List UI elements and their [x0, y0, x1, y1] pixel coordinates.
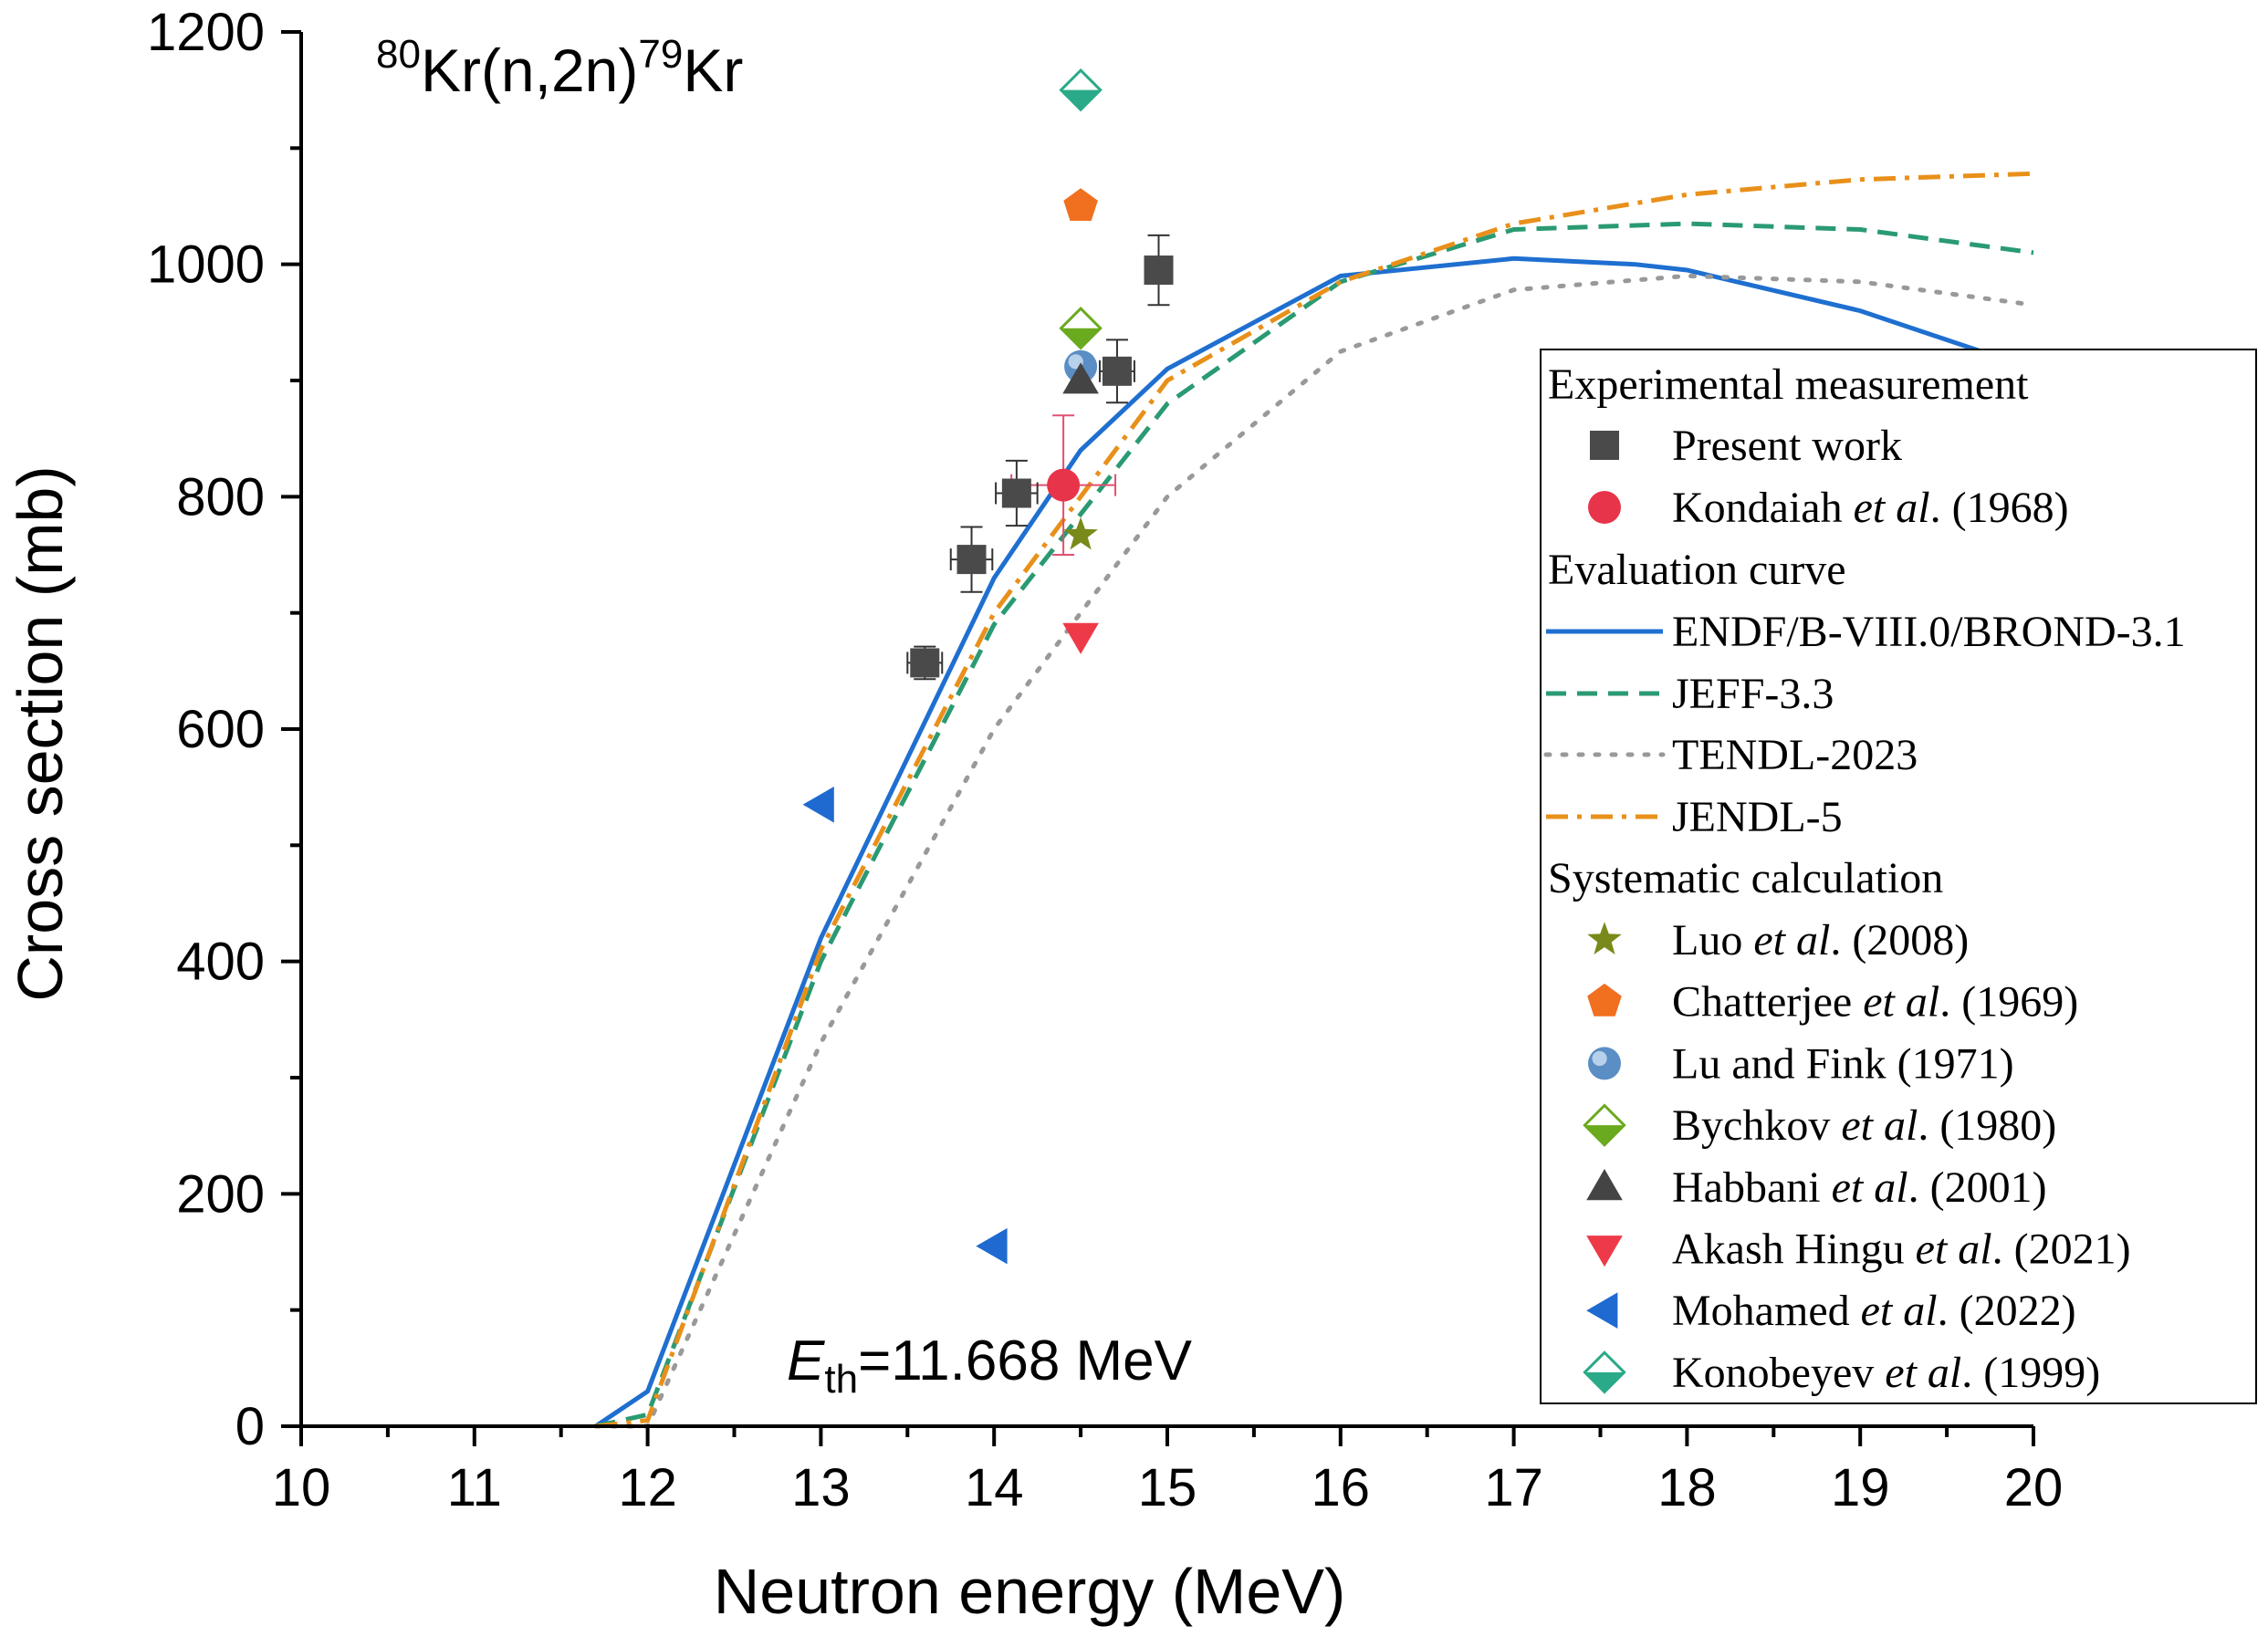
legend-systematics: Luo et al. (2008) Chatterjee et al. (1969… [1672, 916, 2131, 1397]
legend-item-present-work: Present work [1672, 422, 1902, 470]
threshold-label: Eth=11.668 MeV [787, 1329, 1193, 1402]
threshold-value: =11.668 MeV [858, 1329, 1193, 1392]
reaction-mass-c: 79 [638, 32, 683, 77]
legend-label-systematic: Luo et al. (2008) [1672, 916, 1969, 964]
point-akash-hingu [1062, 622, 1099, 654]
y-axis-title: Cross section (mb) [5, 465, 76, 1001]
reaction-label: 80Kr(n,2n)79Kr [376, 32, 743, 104]
curve-tendl-2023 [593, 273, 2036, 1429]
legend-swatch-systematic-fill [1584, 1125, 1625, 1145]
curve-jendl-5 [595, 171, 2034, 1429]
point-luo [1063, 516, 1098, 550]
x-tick-label: 13 [791, 1458, 851, 1517]
legend-swatch-systematic [1586, 1292, 1618, 1329]
point-kondaiah [1047, 468, 1081, 502]
point-konobeyev-fill [1061, 89, 1101, 110]
x-tick-label: 18 [1657, 1458, 1717, 1517]
x-axis-title: Neutron energy (MeV) [714, 1556, 1346, 1627]
y-tick-label: 1000 [147, 235, 265, 295]
curves-layer [593, 171, 2036, 1429]
reaction-mass-a: 80 [376, 32, 421, 77]
legend-swatch-systematic [1587, 983, 1622, 1017]
y-tick-label: 800 [176, 467, 265, 527]
x-tick-label: 20 [2004, 1458, 2064, 1517]
legend: Experimental measurement Present work Ko… [1540, 349, 2257, 1404]
legend-label-systematic: Mohamed et al. (2022) [1672, 1287, 2076, 1335]
legend-label-systematic: Akash Hingu et al. (2021) [1672, 1225, 2131, 1274]
legend-swatch-systematic [1587, 922, 1622, 954]
axes: 10 11 12 13 14 15 16 17 18 19 20020040060080010001… [147, 3, 2063, 1517]
legend-swatch-kondaiah [1588, 491, 1621, 524]
y-tick-label: 600 [176, 700, 265, 759]
x-tick-label: 12 [618, 1458, 677, 1517]
point-mohamed [802, 786, 834, 823]
point-present-work [1001, 478, 1031, 508]
legend-label-endf: ENDF/B-VIII.0/BROND-3.1 [1672, 608, 2186, 656]
legend-label-systematic: Konobeyev et al. (1999) [1672, 1349, 2100, 1397]
threshold-sub: th [824, 1357, 858, 1402]
y-tick-label: 1200 [147, 3, 265, 62]
threshold-e: E [787, 1329, 825, 1392]
legend-swatches [1543, 431, 1666, 1394]
point-present-work [1102, 356, 1132, 386]
x-tick-label: 10 [272, 1458, 331, 1517]
legend-item-kondaiah: Kondaiah et al. (1968) [1672, 484, 2069, 532]
point-present-work [910, 648, 940, 678]
x-tick-label: 17 [1484, 1458, 1543, 1517]
point-bychkov-fill [1061, 328, 1101, 349]
point-chatterjee [1063, 188, 1098, 221]
y-tick-label: 200 [176, 1164, 265, 1224]
legend-swatch-systematic-highlight [1592, 1050, 1607, 1067]
legend-label-jeff: JEFF-3.3 [1672, 670, 1834, 718]
legend-swatch-systematic [1586, 1236, 1623, 1267]
legend-label-jendl: JENDL-5 [1672, 793, 1843, 841]
reaction-main: Kr(n,2n) [421, 36, 638, 104]
point-mohamed [976, 1227, 1008, 1265]
curve-endf-b-viii-0-brond-3-1 [594, 255, 1982, 1429]
x-tick-label: 19 [1831, 1458, 1890, 1517]
legend-label-kondaiah: Kondaiah et al. (1968) [1672, 484, 2069, 532]
x-tick-label: 16 [1312, 1458, 1371, 1517]
legend-header-systematic: Systematic calculation [1548, 854, 1943, 902]
legend-swatch-systematic-fill [1584, 1371, 1625, 1392]
x-tick-label: 14 [965, 1458, 1024, 1517]
point-present-work [1144, 255, 1174, 286]
legend-swatch-present-work [1590, 431, 1619, 460]
points-layer [802, 68, 1174, 1265]
legend-label-systematic: Lu and Fink (1971) [1672, 1039, 2014, 1088]
reaction-product: Kr [683, 36, 743, 104]
point-habbani [1062, 362, 1099, 394]
x-tick-label: 11 [447, 1458, 502, 1517]
x-tick-label: 15 [1138, 1458, 1197, 1517]
legend-label-systematic: Chatterjee et al. (1969) [1672, 978, 2078, 1027]
legend-header-experimental: Experimental measurement [1548, 360, 2029, 409]
y-tick-label: 0 [235, 1397, 265, 1456]
legend-label-tendl: TENDL-2023 [1672, 731, 1918, 779]
point-present-work [956, 545, 987, 575]
legend-label-systematic: Habbani et al. (2001) [1672, 1163, 2047, 1212]
legend-header-evaluation: Evaluation curve [1548, 546, 1846, 594]
legend-box [1540, 349, 2257, 1404]
legend-label-present-work: Present work [1672, 422, 1902, 470]
y-tick-label: 400 [176, 933, 265, 992]
legend-label-systematic: Bychkov et al. (1980) [1672, 1101, 2056, 1150]
legend-swatch-systematic [1586, 1169, 1623, 1201]
